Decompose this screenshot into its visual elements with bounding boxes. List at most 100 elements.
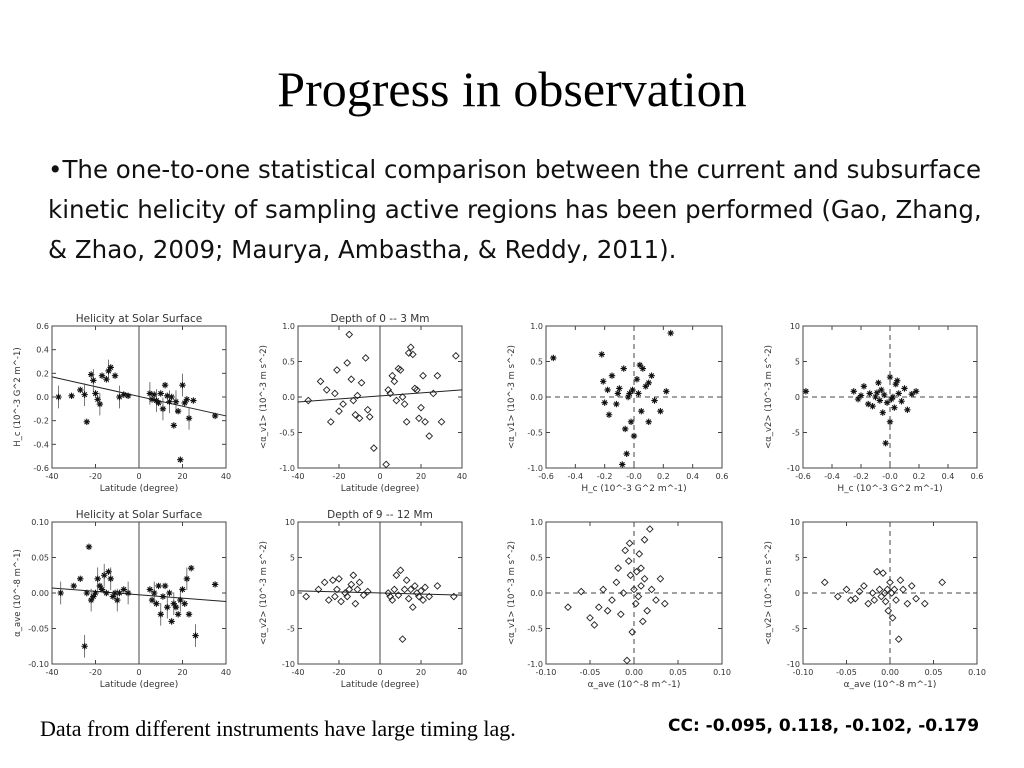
data-point	[304, 396, 313, 405]
data-point	[159, 405, 167, 413]
data-point	[652, 596, 660, 604]
data-point	[619, 461, 626, 468]
data-point	[341, 589, 349, 597]
data-point	[642, 383, 649, 390]
y-tick-label: -10	[787, 464, 800, 473]
data-point	[396, 566, 405, 575]
data-point	[604, 386, 611, 394]
data-point	[384, 386, 393, 394]
y-tick-label: -5	[792, 429, 800, 438]
data-point	[624, 557, 633, 565]
x-tick-label: 0.2	[913, 472, 926, 481]
chart-panel-4: -10 -5 0 5 10 -0.6 -0.4 -0.2 -0.0 0.2 0.4 0.6 H_c (1…	[764, 322, 983, 494]
fit-line	[297, 590, 463, 596]
data-point	[802, 388, 810, 395]
x-tick-label: -0.4	[824, 472, 840, 481]
data-point	[146, 586, 154, 593]
data-point	[363, 587, 372, 596]
x-tick-label: -0.05	[580, 668, 601, 677]
data-point	[623, 656, 631, 665]
x-tick-label: -20	[89, 668, 102, 677]
y-tick-label: -0.5	[527, 429, 543, 438]
data-point	[103, 589, 110, 597]
chart-panel-7: -1.0 -0.5 0.0 0.5 1.0 -0.10 -0.05 0.00 0.05 0.10 α…	[507, 518, 731, 690]
data-point	[406, 343, 415, 352]
y-tick-label: 1.0	[530, 518, 543, 527]
data-point	[636, 361, 644, 369]
data-point	[400, 400, 409, 408]
data-point	[620, 365, 627, 372]
data-point	[833, 592, 842, 601]
data-point	[938, 578, 947, 587]
y-tick-label: -0.5	[527, 625, 543, 634]
data-point	[96, 582, 104, 590]
data-point	[657, 408, 664, 415]
y-tick-label: 0.0	[36, 393, 49, 402]
x-tick-label: 0.10	[713, 668, 731, 677]
data-point	[83, 418, 90, 426]
data-point	[170, 600, 177, 607]
data-point	[600, 378, 607, 385]
data-point	[153, 397, 160, 404]
data-point	[151, 589, 158, 597]
y-tick-label: 0.5	[282, 358, 295, 367]
data-point	[388, 596, 397, 604]
data-point	[314, 585, 323, 594]
data-point	[90, 377, 97, 384]
data-point	[185, 415, 193, 422]
data-point	[120, 586, 127, 593]
data-point	[349, 396, 358, 405]
data-point	[883, 399, 891, 406]
data-point	[166, 398, 173, 405]
data-point	[601, 399, 608, 406]
data-point	[433, 582, 442, 590]
data-point	[903, 599, 912, 608]
data-point	[157, 390, 164, 397]
x-tick-label: -0.05	[836, 668, 857, 677]
data-point	[872, 393, 879, 401]
x-tick-label: 0	[377, 668, 382, 677]
panel-title: Depth of 0 -- 3 Mm	[330, 313, 429, 325]
data-point	[384, 589, 393, 597]
data-point	[87, 596, 95, 604]
data-point	[105, 568, 112, 575]
data-point	[166, 589, 173, 597]
data-point	[870, 596, 879, 604]
data-point	[111, 372, 119, 379]
data-point	[598, 351, 605, 358]
data-point	[415, 592, 423, 601]
panel-title: Helicity at Solar Surface	[76, 509, 203, 521]
x-tick-label: 40	[221, 668, 231, 677]
data-point	[402, 576, 411, 585]
data-point	[326, 418, 335, 426]
data-point	[177, 456, 184, 463]
data-point	[96, 400, 104, 408]
data-point	[879, 409, 886, 416]
data-point	[667, 329, 674, 337]
data-point	[449, 592, 458, 601]
fit-line	[51, 587, 227, 603]
data-point	[433, 371, 442, 380]
data-point	[608, 372, 616, 379]
data-point	[890, 585, 899, 594]
data-point	[359, 591, 368, 599]
y-tick-label: -1.0	[279, 464, 295, 473]
data-point	[632, 567, 641, 576]
data-point	[170, 422, 177, 429]
y-tick-label: 1.0	[530, 322, 543, 331]
data-point	[335, 574, 343, 583]
data-point	[398, 635, 407, 643]
data-point	[120, 391, 127, 398]
data-point	[148, 396, 156, 403]
data-point	[392, 396, 401, 405]
data-point	[864, 599, 873, 608]
data-point	[111, 589, 119, 597]
y-axis-label: <α_v2> (10^-3 m s^-2)	[764, 541, 774, 645]
y-tick-label: -1.0	[527, 464, 543, 473]
data-point	[630, 585, 638, 594]
data-point	[621, 546, 630, 555]
y-axis-label: α_ave (10^-8 m^-1)	[13, 549, 23, 637]
data-point	[884, 606, 893, 615]
data-point	[892, 381, 899, 388]
y-tick-label: 5	[795, 358, 800, 367]
